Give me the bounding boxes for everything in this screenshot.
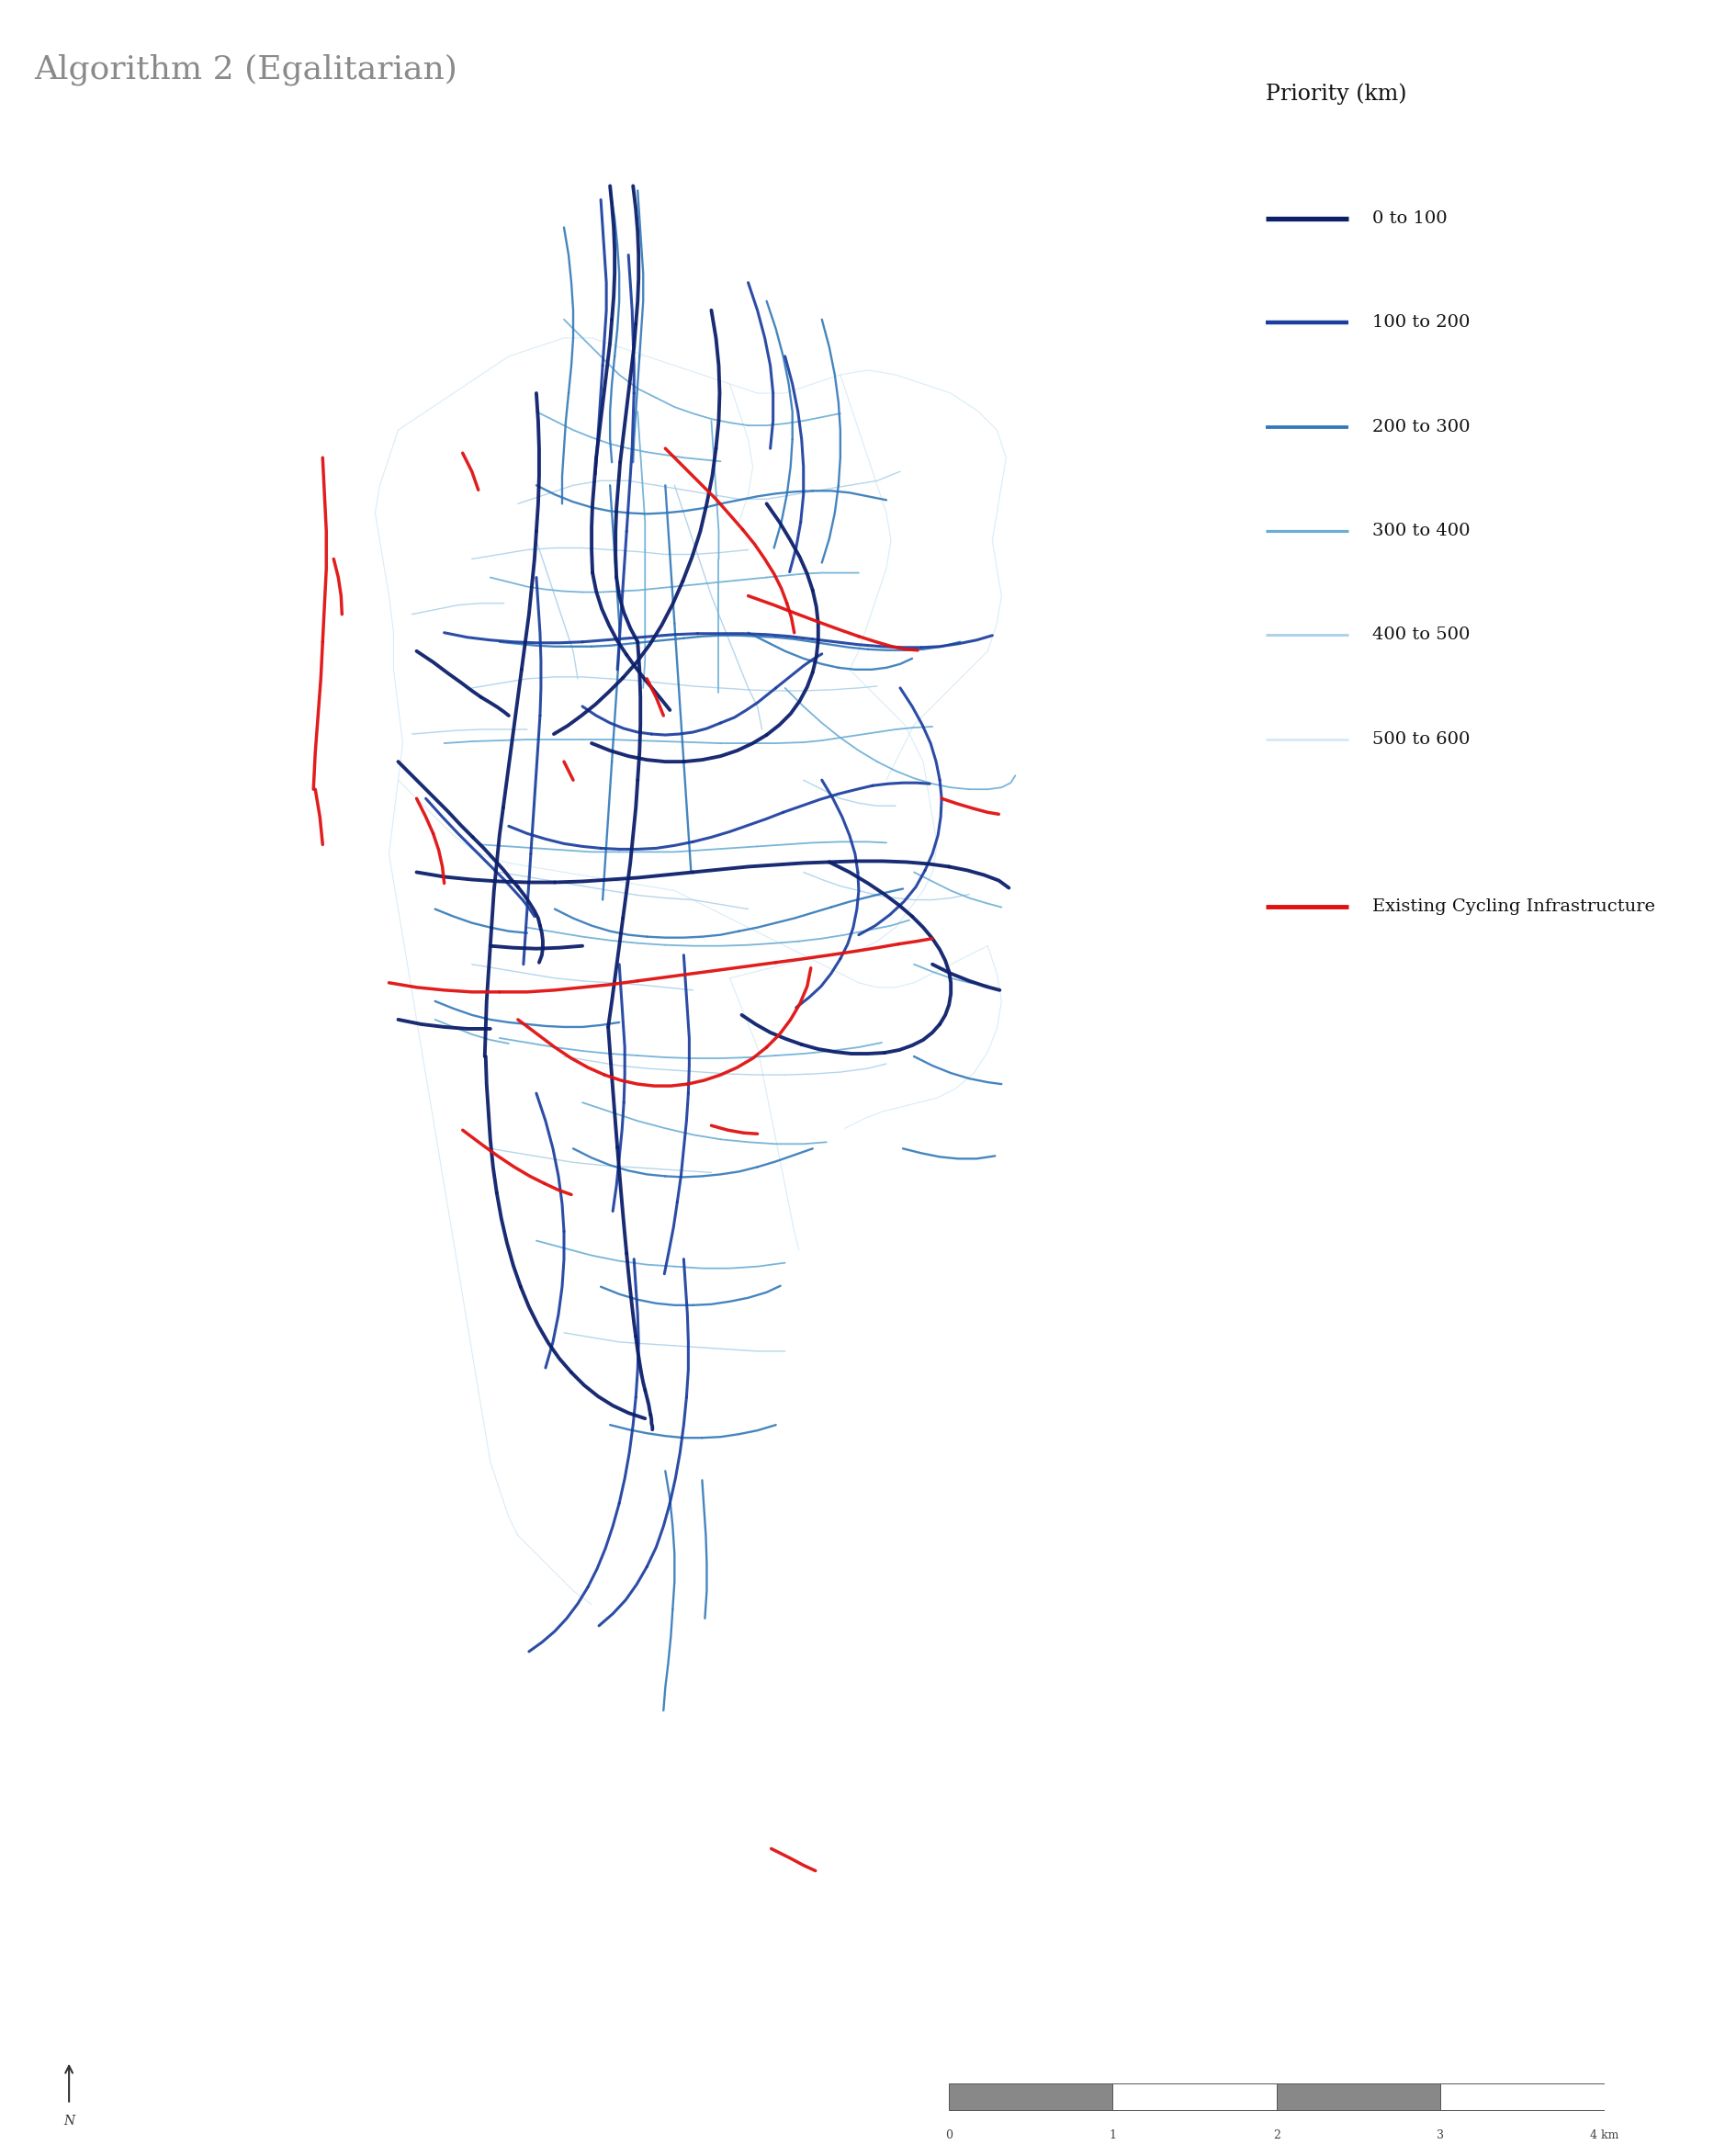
Text: 0 to 100: 0 to 100 bbox=[1373, 211, 1447, 226]
Text: Algorithm 2 (Egalitarian): Algorithm 2 (Egalitarian) bbox=[34, 54, 457, 86]
Text: 100 to 200: 100 to 200 bbox=[1373, 315, 1470, 332]
Bar bbox=[1440, 2083, 1604, 2111]
Text: N: N bbox=[64, 2115, 74, 2128]
Text: 200 to 300: 200 to 300 bbox=[1373, 418, 1470, 436]
Text: 4 km: 4 km bbox=[1590, 2130, 1618, 2141]
Text: Priority (km): Priority (km) bbox=[1266, 82, 1408, 103]
Text: 0: 0 bbox=[945, 2130, 952, 2141]
Bar bbox=[949, 2083, 1113, 2111]
Text: 400 to 500: 400 to 500 bbox=[1373, 627, 1470, 642]
Text: 1: 1 bbox=[1109, 2130, 1116, 2141]
Text: 300 to 400: 300 to 400 bbox=[1373, 522, 1470, 539]
Bar bbox=[1113, 2083, 1276, 2111]
Text: 500 to 600: 500 to 600 bbox=[1373, 731, 1470, 748]
Text: Existing Cycling Infrastructure: Existing Cycling Infrastructure bbox=[1373, 899, 1656, 914]
Text: 3: 3 bbox=[1437, 2130, 1444, 2141]
Text: 2: 2 bbox=[1273, 2130, 1280, 2141]
Bar bbox=[1276, 2083, 1440, 2111]
